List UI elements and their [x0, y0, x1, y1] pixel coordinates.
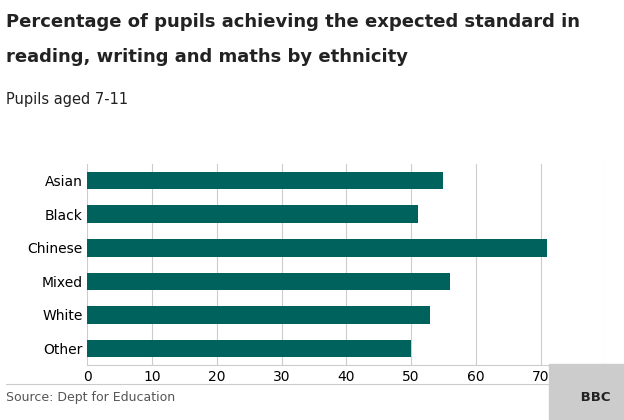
Text: reading, writing and maths by ethnicity: reading, writing and maths by ethnicity	[6, 48, 408, 66]
Bar	[87, 340, 411, 357]
Text: Source: Dept for Education: Source: Dept for Education	[6, 391, 175, 404]
Text: Percentage of pupils achieving the expected standard in: Percentage of pupils achieving the expec…	[6, 13, 580, 31]
Bar	[87, 273, 450, 290]
Bar	[87, 205, 417, 223]
Text: BBC: BBC	[575, 391, 615, 404]
Bar	[87, 172, 444, 189]
Text: Pupils aged 7-11: Pupils aged 7-11	[6, 92, 129, 108]
Bar	[87, 239, 547, 257]
Bar	[87, 306, 431, 324]
